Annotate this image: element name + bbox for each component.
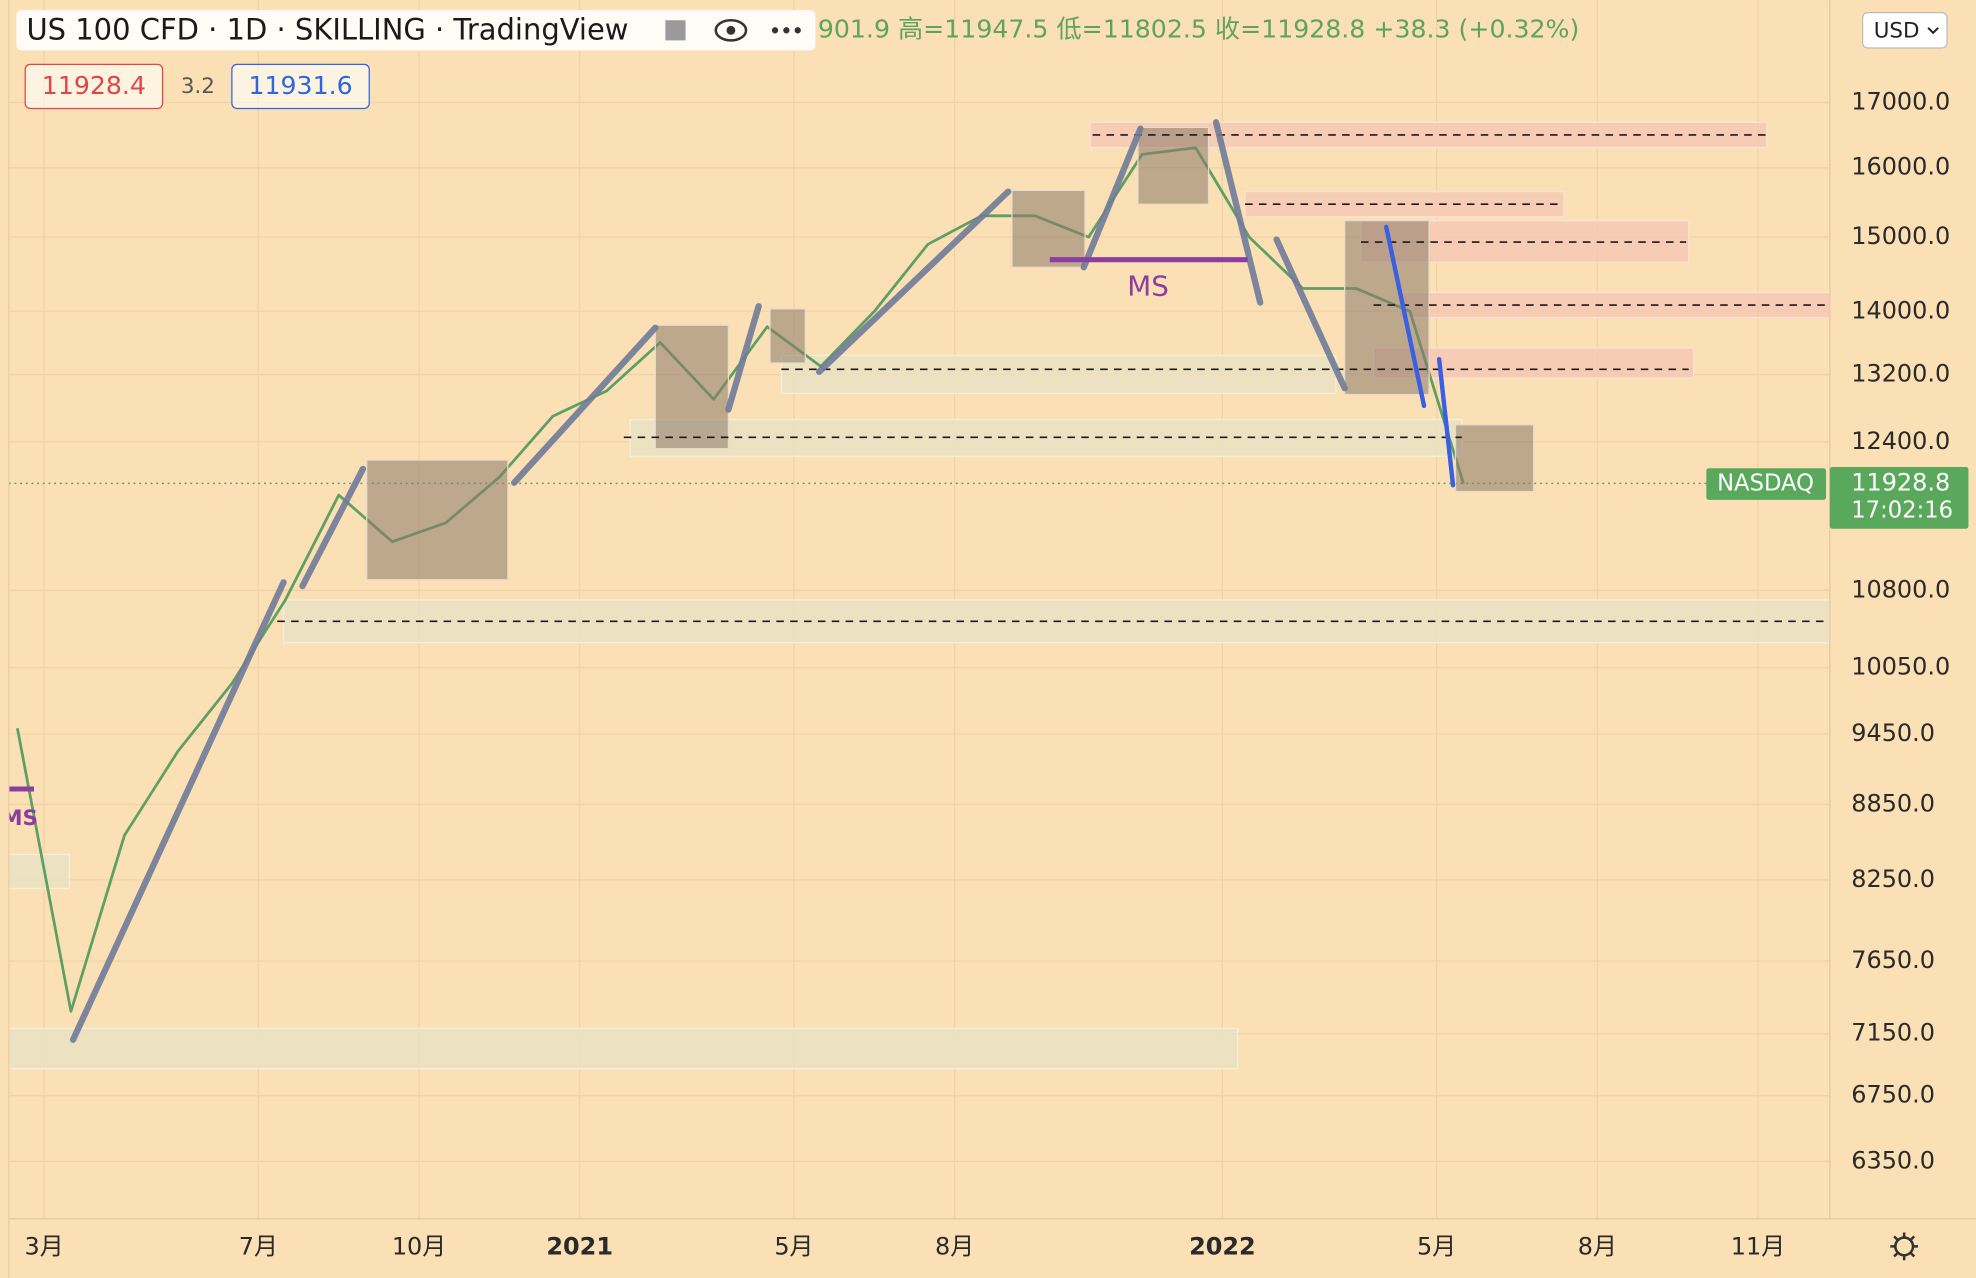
settings-icon[interactable] <box>1890 1232 1919 1261</box>
more-icon[interactable] <box>771 27 801 34</box>
x-tick-label: 2021 <box>546 1233 613 1261</box>
x-tick-label: 8月 <box>935 1233 974 1261</box>
header-box <box>16 10 816 51</box>
drawings-top: MS MS <box>1 119 1828 1043</box>
flag-icon[interactable] <box>665 20 686 41</box>
x-tick-label: 8月 <box>1578 1233 1617 1261</box>
buy-button[interactable] <box>231 63 370 110</box>
box <box>1137 126 1210 205</box>
currency-button[interactable] <box>1861 12 1948 49</box>
zone <box>8 1027 1239 1070</box>
y-tick-label: 9450.0 <box>1851 719 1935 747</box>
trendline <box>1436 357 1456 488</box>
box <box>769 308 806 364</box>
eye-icon[interactable] <box>714 18 748 42</box>
trendline <box>1212 119 1264 306</box>
y-tick-label: 6750.0 <box>1851 1081 1935 1109</box>
zone <box>8 853 70 890</box>
ohlc-strip: 901.9 高=11947.5 低=11802.5 收=11928.8 +38.… <box>818 14 1579 43</box>
symbol-label: NASDAQ <box>1717 471 1814 497</box>
buy-price: 11931.6 <box>248 71 352 100</box>
x-tick-label: 10月 <box>392 1233 446 1261</box>
trendline <box>299 465 367 590</box>
y-tick-label: 14000.0 <box>1851 296 1950 324</box>
y-tick-label: 8250.0 <box>1851 865 1935 893</box>
x-tick-label: 11月 <box>1731 1233 1785 1261</box>
y-tick-label: 17000.0 <box>1851 88 1950 116</box>
x-tick-label: 2022 <box>1189 1233 1256 1261</box>
trendline <box>815 188 1012 375</box>
y-tick-label: 6350.0 <box>1851 1146 1935 1174</box>
x-tick-label: 5月 <box>774 1233 813 1261</box>
y-tick-label: 10050.0 <box>1851 653 1950 681</box>
annotation: MS <box>1 806 38 831</box>
axes: 17000.0 16000.0 15000.0 14000.0 13200.0 12400… <box>25 88 1969 1261</box>
annotation: MS <box>1127 269 1169 302</box>
box <box>654 324 730 450</box>
countdown: 17:02:16 <box>1851 498 1953 524</box>
trendline <box>1080 125 1144 271</box>
x-tick-label: 3月 <box>25 1233 64 1261</box>
y-tick-label: 15000.0 <box>1851 222 1950 250</box>
header-title: US 100 CFD · 1D · SKILLING · TradingView <box>26 13 628 47</box>
levels <box>277 134 1828 623</box>
drawings <box>8 121 1830 1070</box>
y-tick-label: 12400.0 <box>1851 427 1950 455</box>
box <box>1011 189 1086 268</box>
y-tick-label: 8850.0 <box>1851 789 1935 817</box>
trendline <box>511 324 659 486</box>
x-tick-label: 7月 <box>239 1233 278 1261</box>
x-tick-label: 5月 <box>1417 1233 1456 1261</box>
last-price-box <box>1829 467 1969 529</box>
trendline <box>725 303 762 413</box>
y-tick-label: 7650.0 <box>1851 946 1935 974</box>
symbol-label-box <box>1706 468 1827 500</box>
spread: 3.2 <box>181 74 215 99</box>
trendline <box>1273 236 1348 392</box>
y-tick-label: 7150.0 <box>1851 1019 1935 1047</box>
trendline <box>69 579 287 1043</box>
trendline <box>1384 224 1427 409</box>
last-price-label: 11928.8 <box>1851 468 1950 496</box>
y-tick-label: 16000.0 <box>1851 153 1950 181</box>
sell-button[interactable] <box>24 63 164 110</box>
blue-trendlines <box>1384 224 1456 488</box>
box <box>1454 424 1535 493</box>
y-tick-label: 10800.0 <box>1851 575 1950 603</box>
zone <box>780 354 1337 394</box>
sell-price: 11928.4 <box>42 71 146 100</box>
trendlines <box>69 119 1348 1043</box>
currency: USD <box>1874 19 1920 44</box>
y-tick-label: 13200.0 <box>1851 360 1950 388</box>
box <box>366 459 509 581</box>
chevron <box>1927 27 1939 35</box>
